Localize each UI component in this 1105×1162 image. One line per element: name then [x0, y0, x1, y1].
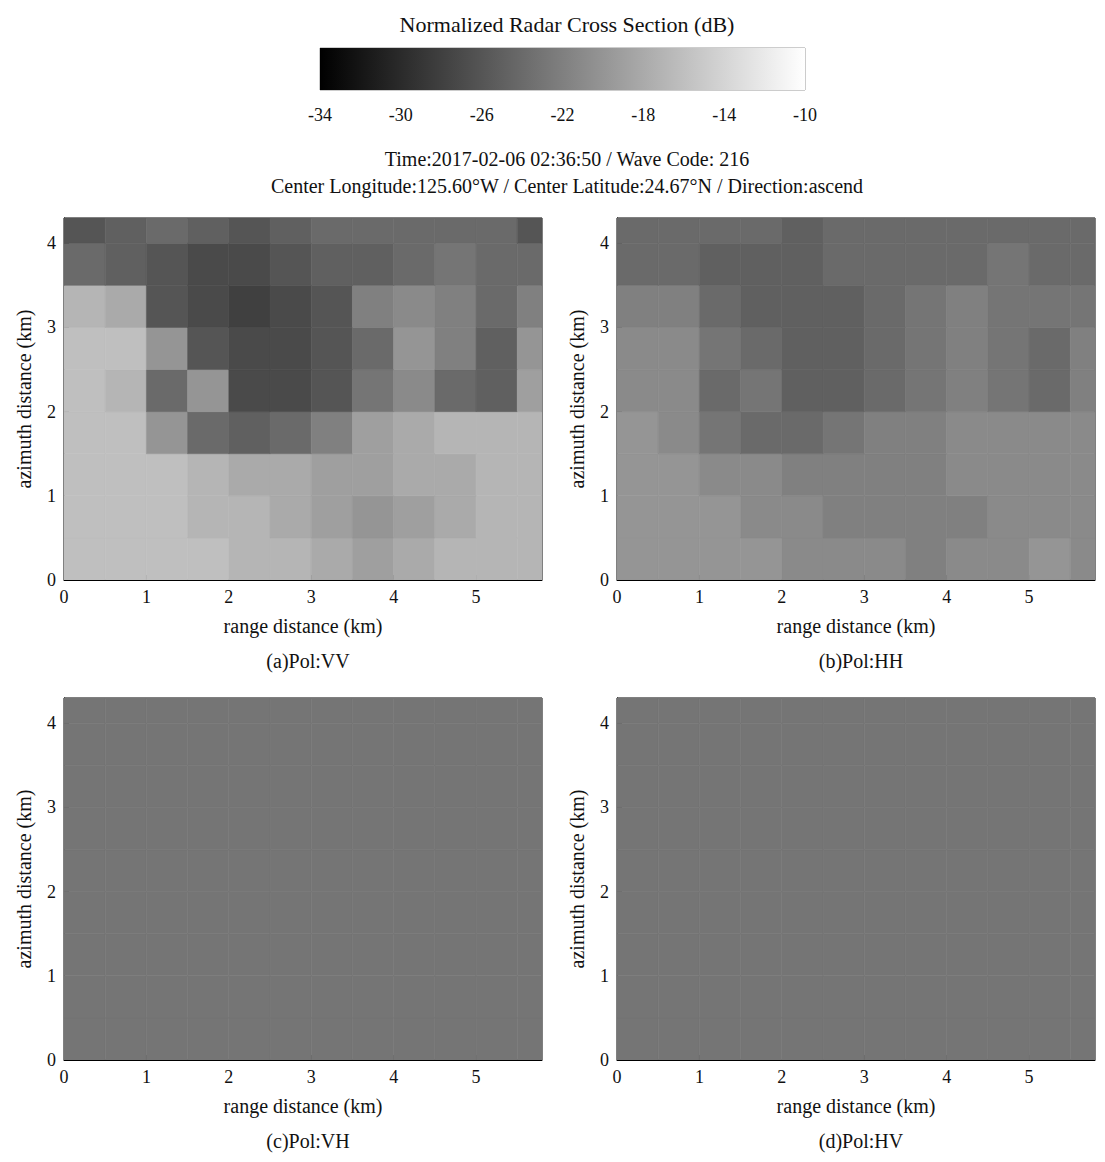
svg-text:5: 5 [1025, 1067, 1034, 1087]
svg-text:(c)Pol:VH: (c)Pol:VH [266, 1130, 349, 1153]
svg-text:1: 1 [47, 486, 56, 506]
svg-text:1: 1 [142, 587, 151, 607]
svg-text:3: 3 [600, 317, 609, 337]
svg-text:azimuth distance (km): azimuth distance (km) [566, 310, 589, 489]
svg-text:(b)Pol:HH: (b)Pol:HH [819, 650, 903, 673]
svg-text:1: 1 [600, 486, 609, 506]
svg-text:-30: -30 [389, 105, 413, 125]
svg-text:4: 4 [600, 713, 609, 733]
svg-text:2: 2 [224, 587, 233, 607]
svg-text:2: 2 [47, 882, 56, 902]
svg-text:(d)Pol:HV: (d)Pol:HV [819, 1130, 904, 1153]
svg-text:2: 2 [777, 587, 786, 607]
svg-text:2: 2 [224, 1067, 233, 1087]
svg-text:5: 5 [472, 587, 481, 607]
svg-text:0: 0 [47, 570, 56, 590]
svg-text:range distance (km): range distance (km) [224, 1095, 383, 1118]
svg-text:1: 1 [142, 1067, 151, 1087]
svg-text:4: 4 [389, 1067, 398, 1087]
svg-text:azimuth distance (km): azimuth distance (km) [13, 790, 36, 969]
svg-text:range distance (km): range distance (km) [224, 615, 383, 638]
svg-text:0: 0 [600, 1050, 609, 1070]
svg-text:4: 4 [47, 233, 56, 253]
svg-text:-18: -18 [631, 105, 655, 125]
svg-text:2: 2 [600, 882, 609, 902]
svg-text:range distance (km): range distance (km) [777, 1095, 936, 1118]
svg-text:3: 3 [600, 797, 609, 817]
svg-text:4: 4 [600, 233, 609, 253]
svg-text:4: 4 [942, 1067, 951, 1087]
svg-text:3: 3 [860, 587, 869, 607]
svg-text:Center Longitude:125.60°W / Ce: Center Longitude:125.60°W / Center Latit… [271, 175, 863, 198]
svg-text:0: 0 [60, 587, 69, 607]
svg-text:0: 0 [47, 1050, 56, 1070]
svg-text:0: 0 [613, 1067, 622, 1087]
svg-text:4: 4 [942, 587, 951, 607]
svg-text:-26: -26 [470, 105, 494, 125]
svg-text:1: 1 [47, 966, 56, 986]
svg-text:3: 3 [47, 317, 56, 337]
svg-text:1: 1 [695, 1067, 704, 1087]
svg-text:1: 1 [695, 587, 704, 607]
svg-text:4: 4 [47, 713, 56, 733]
svg-text:2: 2 [777, 1067, 786, 1087]
svg-text:-22: -22 [551, 105, 575, 125]
svg-text:3: 3 [860, 1067, 869, 1087]
svg-text:-10: -10 [793, 105, 817, 125]
svg-text:5: 5 [472, 1067, 481, 1087]
svg-text:Normalized Radar Cross Section: Normalized Radar Cross Section (dB) [400, 12, 735, 37]
svg-text:-34: -34 [308, 105, 332, 125]
svg-text:0: 0 [60, 1067, 69, 1087]
svg-text:5: 5 [1025, 587, 1034, 607]
svg-text:Time:2017-02-06 02:36:50 / Wav: Time:2017-02-06 02:36:50 / Wave Code: 21… [385, 148, 750, 170]
svg-text:azimuth distance (km): azimuth distance (km) [13, 310, 36, 489]
svg-text:1: 1 [600, 966, 609, 986]
svg-text:(a)Pol:VV: (a)Pol:VV [266, 650, 350, 673]
svg-text:azimuth distance (km): azimuth distance (km) [566, 790, 589, 969]
svg-text:2: 2 [600, 402, 609, 422]
svg-text:-14: -14 [712, 105, 736, 125]
svg-text:3: 3 [47, 797, 56, 817]
svg-text:0: 0 [613, 587, 622, 607]
svg-text:3: 3 [307, 587, 316, 607]
svg-text:range distance (km): range distance (km) [777, 615, 936, 638]
svg-text:4: 4 [389, 587, 398, 607]
svg-text:0: 0 [600, 570, 609, 590]
svg-text:3: 3 [307, 1067, 316, 1087]
svg-text:2: 2 [47, 402, 56, 422]
